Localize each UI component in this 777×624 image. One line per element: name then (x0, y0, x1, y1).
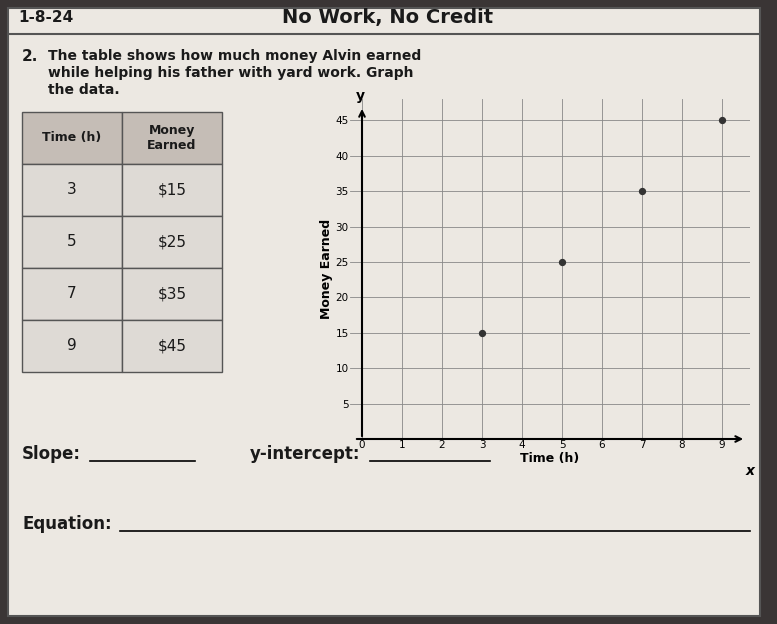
Text: x: x (745, 464, 754, 478)
Point (556, 257, 568, 267)
Text: The table shows how much money Alvin earned: The table shows how much money Alvin ear… (48, 49, 421, 63)
Text: No Work, No Credit: No Work, No Credit (282, 9, 493, 27)
Point (636, 186, 648, 196)
Text: $25: $25 (158, 235, 186, 250)
Text: Equation:: Equation: (22, 515, 112, 533)
Text: 2.: 2. (22, 49, 38, 64)
Text: the data.: the data. (48, 83, 120, 97)
Text: y: y (356, 89, 364, 102)
Bar (122, 164, 222, 216)
Text: 1-8-24: 1-8-24 (18, 11, 73, 26)
Point (476, 328, 488, 338)
Y-axis label: Money Earned: Money Earned (319, 219, 333, 319)
Bar (22, 320, 122, 372)
Text: Slope:: Slope: (22, 445, 81, 463)
Bar (22, 112, 122, 164)
Bar (22, 268, 122, 320)
Bar (122, 320, 222, 372)
Bar (22, 164, 122, 216)
Text: $35: $35 (158, 286, 186, 301)
Bar (122, 216, 222, 268)
Text: while helping his father with yard work. Graph: while helping his father with yard work.… (48, 66, 413, 80)
Text: Money
Earned: Money Earned (148, 124, 197, 152)
Text: $15: $15 (158, 182, 186, 198)
Point (716, 115, 728, 125)
Text: $45: $45 (158, 338, 186, 354)
Bar (122, 268, 222, 320)
Text: y-intercept:: y-intercept: (250, 445, 361, 463)
Text: 3: 3 (67, 182, 77, 198)
Text: 9: 9 (67, 338, 77, 354)
Bar (122, 112, 222, 164)
Text: 7: 7 (67, 286, 77, 301)
Text: Time (h): Time (h) (43, 132, 102, 145)
Bar (22, 216, 122, 268)
Text: 5: 5 (67, 235, 77, 250)
X-axis label: Time (h): Time (h) (521, 452, 580, 465)
